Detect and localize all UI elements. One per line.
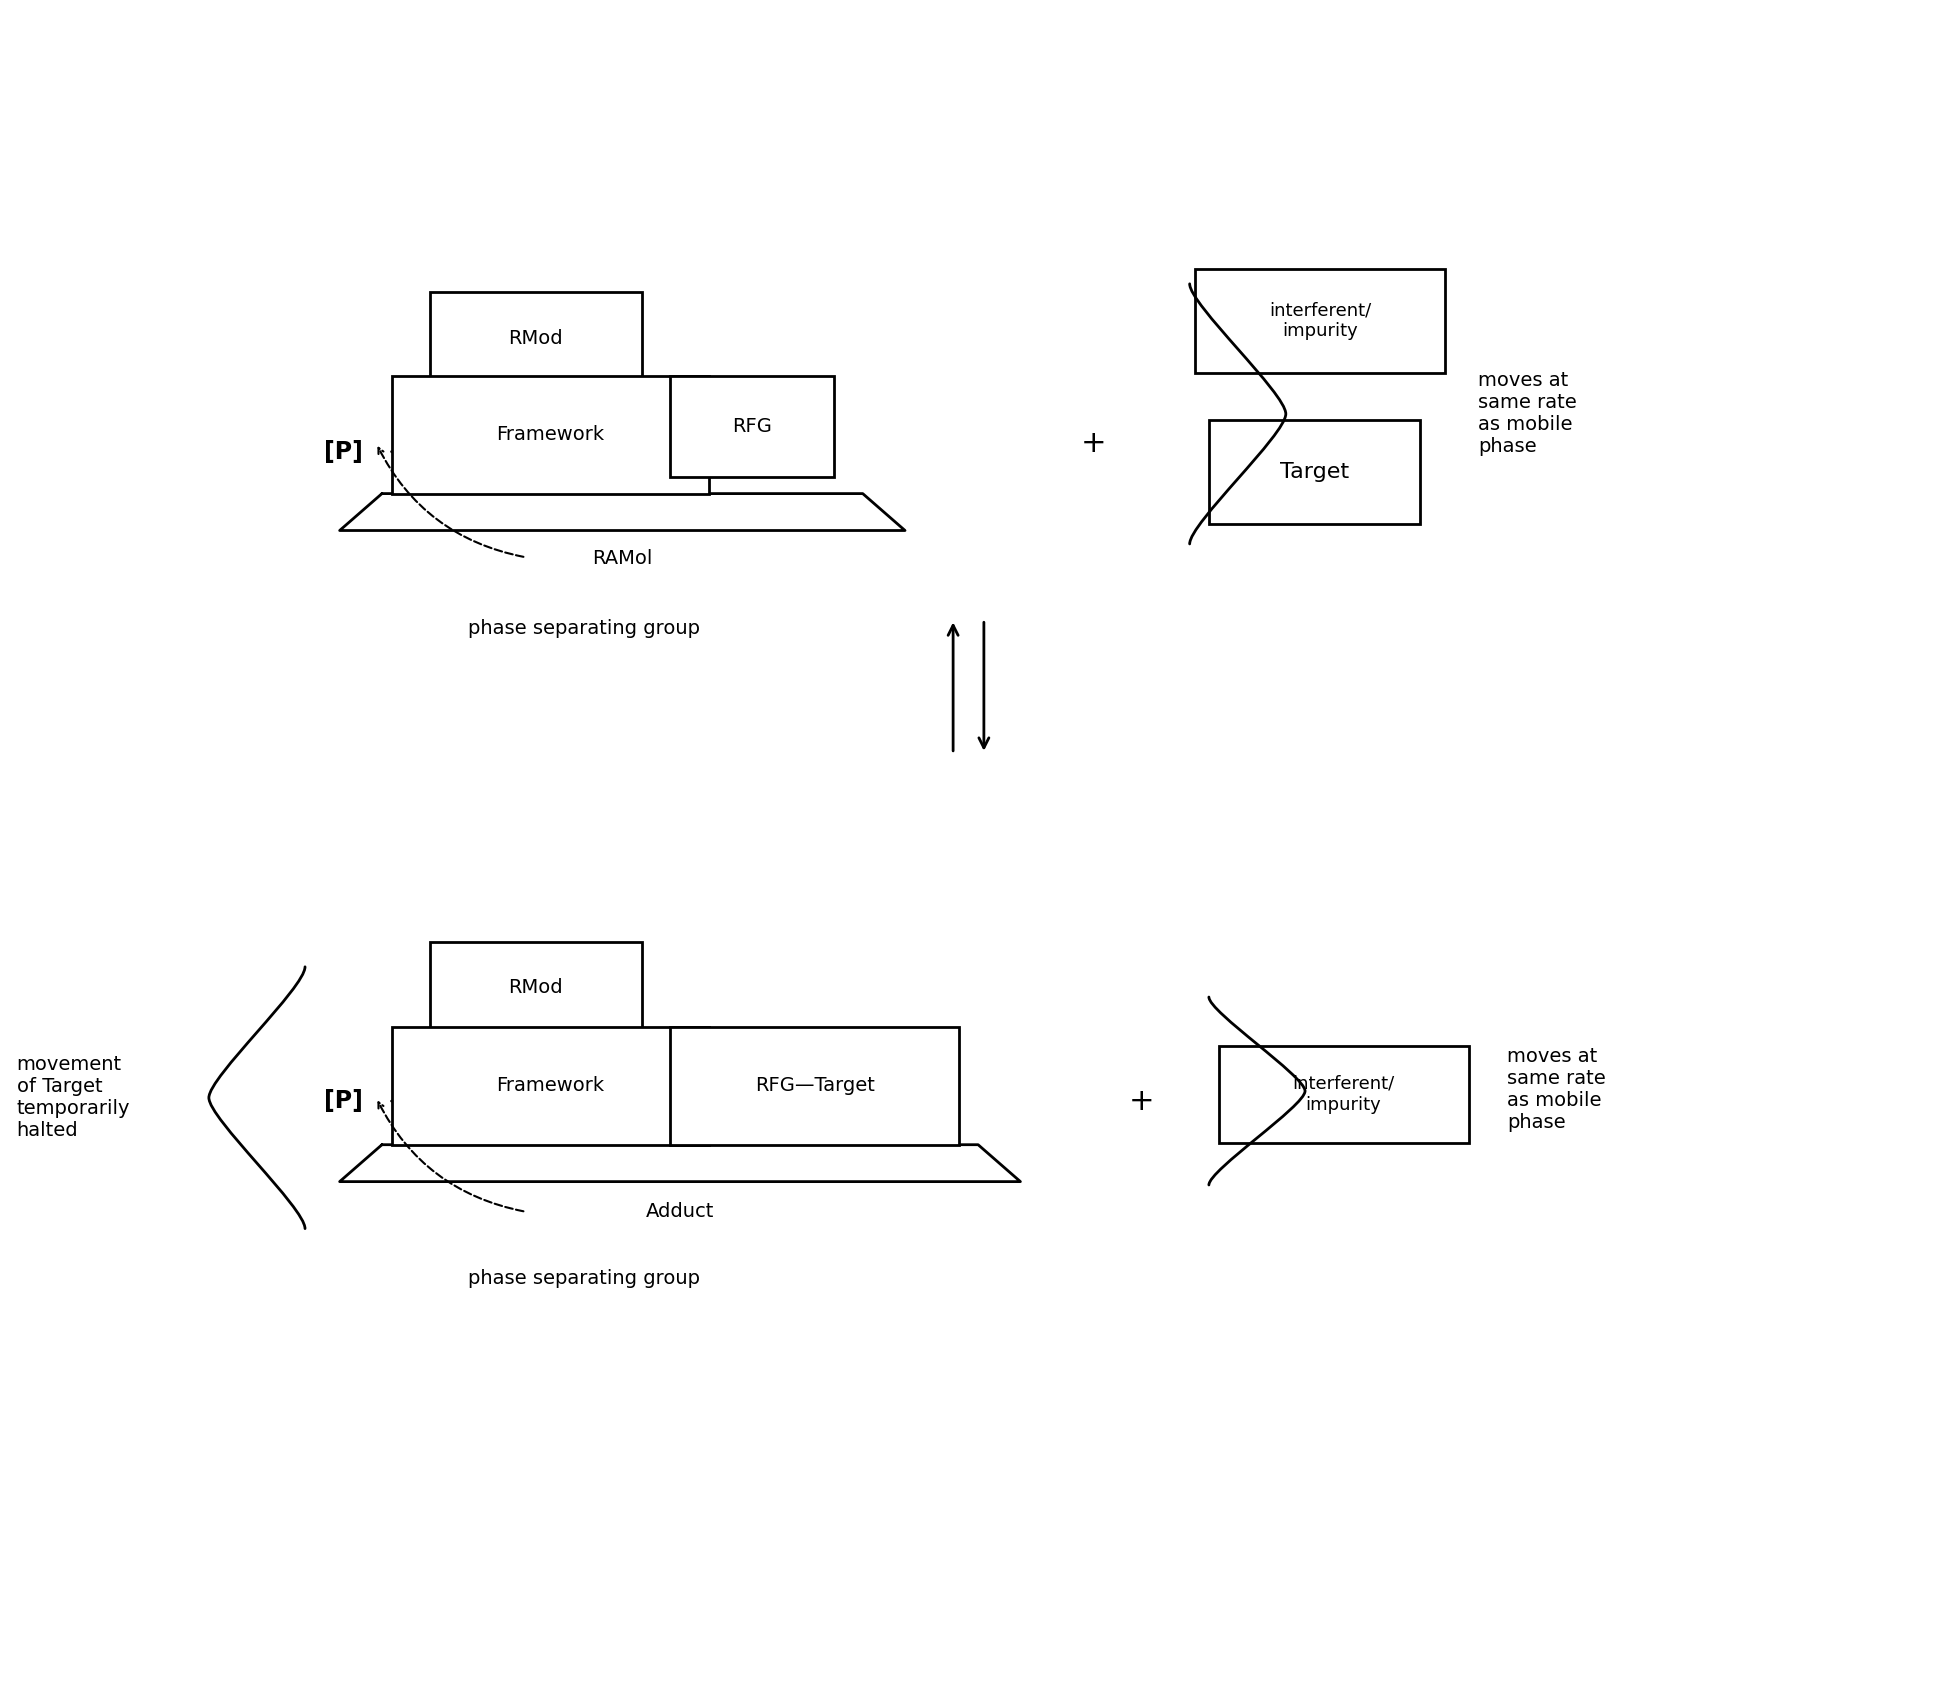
Bar: [430, 942, 641, 1034]
Text: phase separating group: phase separating group: [469, 619, 699, 638]
Text: Framework: Framework: [496, 1076, 604, 1095]
Text: moves at
same rate
as mobile
phase: moves at same rate as mobile phase: [1478, 371, 1577, 455]
Text: RFG: RFG: [732, 416, 773, 437]
Text: interferent/
impurity: interferent/ impurity: [1292, 1074, 1395, 1113]
Bar: [670, 1027, 959, 1145]
Text: [P]: [P]: [323, 440, 362, 464]
Text: RFG—Target: RFG—Target: [755, 1076, 876, 1095]
Text: RMod: RMod: [509, 978, 564, 997]
Text: movement
of Target
temporarily
halted: movement of Target temporarily halted: [17, 1056, 130, 1140]
Text: [P]: [P]: [323, 1090, 362, 1113]
Bar: [430, 293, 641, 384]
Bar: [1218, 1046, 1468, 1144]
Text: phase separating group: phase separating group: [469, 1269, 699, 1288]
Bar: [670, 376, 835, 477]
Bar: [1209, 420, 1420, 525]
Text: RMod: RMod: [509, 328, 564, 349]
Bar: [391, 1027, 709, 1145]
Text: Framework: Framework: [496, 425, 604, 445]
Text: +: +: [1129, 1086, 1154, 1115]
Bar: [391, 376, 709, 494]
Text: moves at
same rate
as mobile
phase: moves at same rate as mobile phase: [1507, 1047, 1606, 1132]
Text: RAMol: RAMol: [593, 548, 653, 569]
Text: Target: Target: [1280, 462, 1350, 482]
Text: +: +: [1081, 428, 1106, 459]
Text: Adduct: Adduct: [645, 1201, 715, 1220]
Text: interferent/
impurity: interferent/ impurity: [1269, 301, 1371, 340]
Bar: [1195, 269, 1445, 372]
